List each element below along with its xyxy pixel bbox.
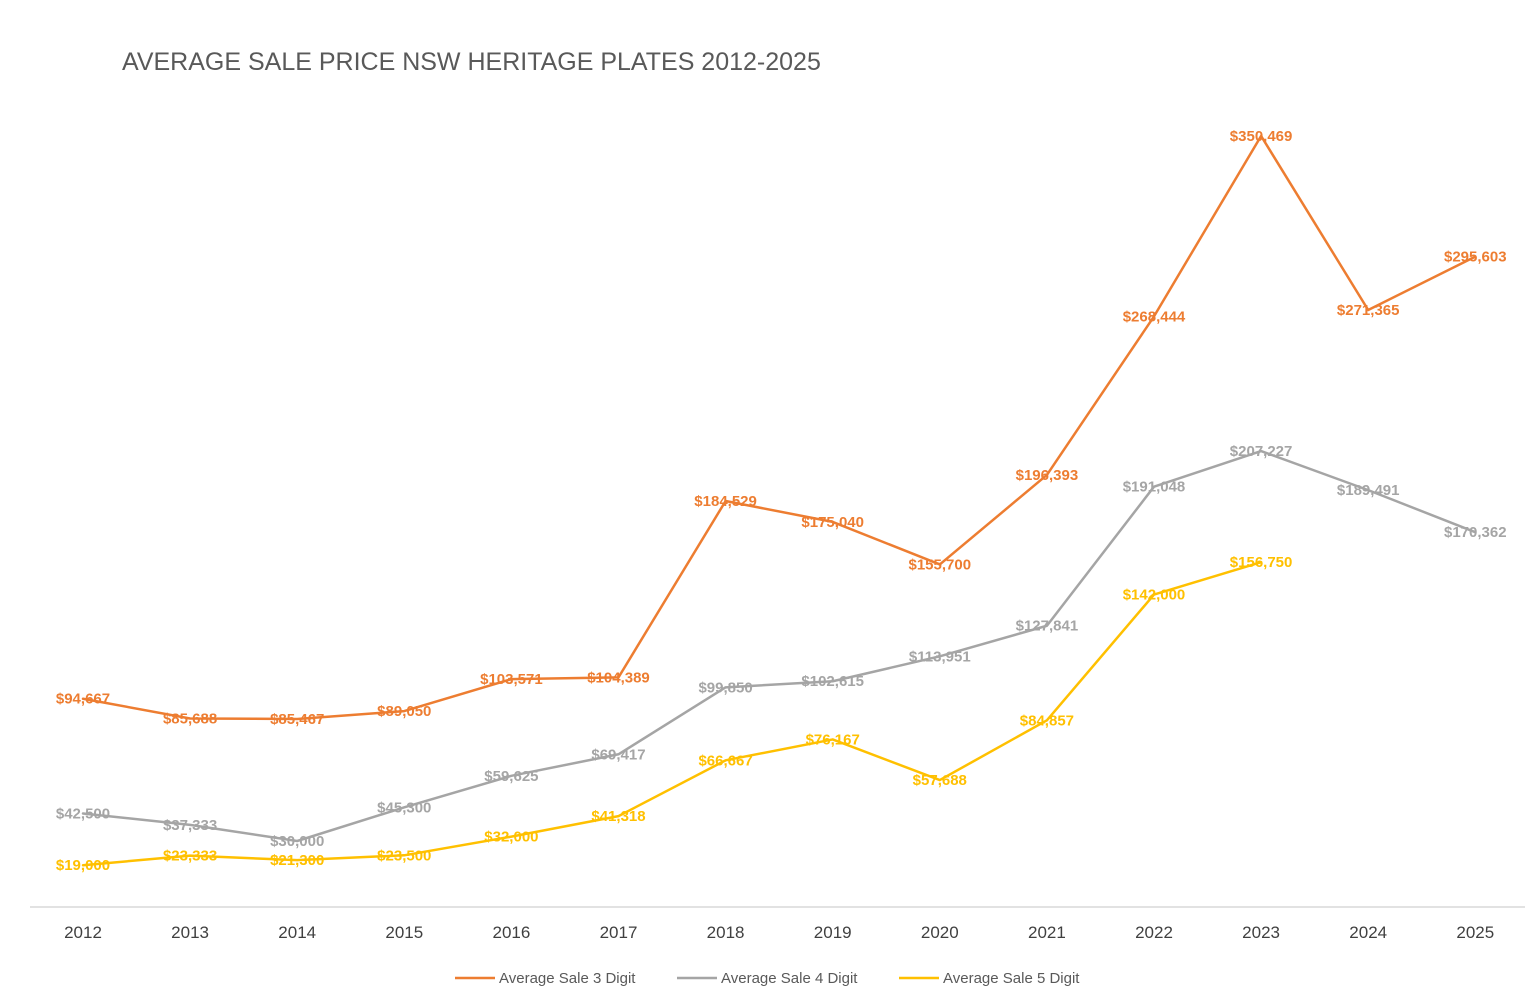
data-label: $30,000 [270, 833, 324, 850]
x-tick-label: 2012 [64, 923, 102, 942]
data-label: $69,417 [591, 746, 645, 763]
legend-item: Average Sale 4 Digit [677, 970, 858, 987]
data-label: $23,333 [163, 848, 217, 865]
data-label: $41,318 [591, 808, 645, 825]
data-label: $85,688 [163, 710, 217, 727]
x-tick-label: 2019 [814, 923, 852, 942]
x-tick-label: 2021 [1028, 923, 1066, 942]
legend-label: Average Sale 3 Digit [499, 970, 636, 987]
data-label: $57,688 [913, 772, 967, 789]
data-label: $85,467 [270, 711, 324, 728]
legend-item: Average Sale 5 Digit [899, 970, 1080, 987]
data-label: $32,000 [484, 829, 538, 846]
x-tick-label: 2015 [385, 923, 423, 942]
data-label: $104,389 [587, 669, 650, 686]
x-tick-label: 2025 [1456, 923, 1494, 942]
data-label: $103,571 [480, 671, 543, 688]
data-label: $45,300 [377, 799, 431, 816]
data-label: $268,444 [1123, 308, 1186, 325]
series-line [81, 560, 1263, 867]
x-axis-ticks: 2012 2013 2014 2015 2016 2017 2018 2019 2020 2021… [64, 923, 1494, 942]
data-label: $66,667 [698, 752, 752, 769]
data-label: $84,857 [1020, 712, 1074, 729]
x-tick-label: 2016 [492, 923, 530, 942]
data-label: $350,469 [1230, 128, 1293, 145]
data-label: $23,500 [377, 847, 431, 864]
data-label: $271,365 [1337, 302, 1400, 319]
data-label: $295,603 [1444, 249, 1507, 266]
series-2: $42,500 $37,333 $30,000 $45,300 $59,625 $69,4… [56, 443, 1507, 850]
chart-title: AVERAGE SALE PRICE NSW HERITAGE PLATES 2… [122, 48, 821, 76]
data-label: $175,040 [801, 514, 864, 531]
series-1: $94,667 $85,688 $85,467 $89,050 $103,571 $104… [56, 128, 1507, 728]
legend: Average Sale 3 Digit Average Sale 4 Digit… [455, 970, 1080, 987]
x-tick-label: 2017 [600, 923, 638, 942]
x-tick-label: 2022 [1135, 923, 1173, 942]
data-label: $37,333 [163, 817, 217, 834]
data-label: $127,841 [1016, 618, 1079, 635]
data-label: $113,951 [909, 648, 971, 665]
legend-label: Average Sale 4 Digit [721, 970, 858, 987]
x-tick-label: 2020 [921, 923, 959, 942]
x-tick-label: 2018 [707, 923, 745, 942]
legend-label: Average Sale 5 Digit [943, 970, 1080, 987]
data-label: $207,227 [1230, 443, 1293, 460]
data-label: $156,750 [1230, 554, 1293, 571]
data-label: $142,000 [1123, 587, 1186, 604]
data-label: $99,850 [698, 679, 752, 696]
data-label: $19,000 [56, 857, 110, 874]
data-label: $196,393 [1016, 467, 1079, 484]
data-label: $89,050 [377, 703, 431, 720]
series-line [81, 449, 1477, 843]
data-label: $191,048 [1123, 479, 1186, 496]
series-line [81, 134, 1477, 721]
data-label: $170,362 [1444, 524, 1507, 541]
legend-item: Average Sale 3 Digit [455, 970, 636, 987]
data-label: $59,625 [484, 768, 538, 785]
data-label: $21,300 [270, 852, 324, 869]
series-layer: $94,667 $85,688 $85,467 $89,050 $103,571 $104… [56, 128, 1507, 874]
data-label: $155,700 [909, 556, 972, 573]
data-label: $184,529 [694, 493, 757, 510]
series-3: $19,000 $23,333 $21,300 $23,500 $32,000 $41,3… [56, 554, 1293, 874]
data-label: $76,167 [806, 731, 860, 748]
x-tick-label: 2014 [278, 923, 316, 942]
x-tick-label: 2024 [1349, 923, 1387, 942]
x-tick-label: 2013 [171, 923, 209, 942]
data-label: $94,667 [56, 691, 110, 708]
x-tick-label: 2023 [1242, 923, 1280, 942]
data-label: $102,615 [801, 673, 864, 690]
data-label: $42,500 [56, 806, 110, 823]
data-label: $189,491 [1337, 482, 1400, 499]
